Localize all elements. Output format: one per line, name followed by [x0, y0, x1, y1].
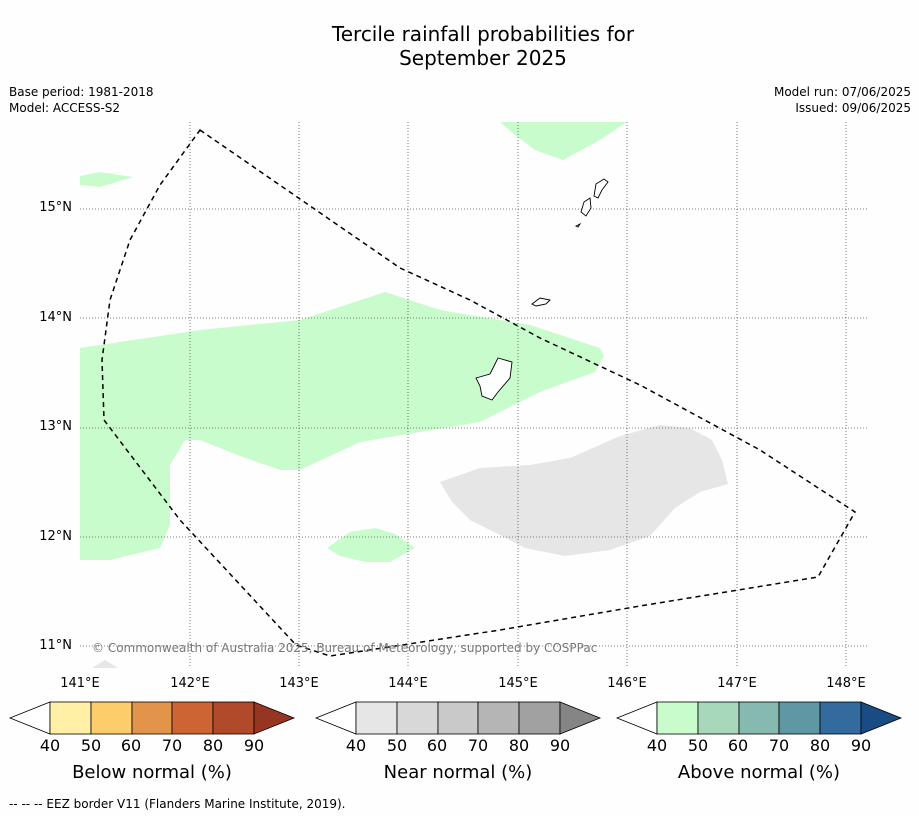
colorbar-above-tick-70: 70: [768, 736, 790, 755]
model-name: Model: ACCESS-S2: [9, 101, 121, 115]
lat-label-15n: 15°N: [39, 200, 72, 215]
aguijan-island: [574, 222, 582, 228]
lon-label-141e: 141°E: [60, 676, 100, 691]
lon-label-144e: 144°E: [388, 676, 428, 691]
lon-label-148e: 148°E: [826, 676, 866, 691]
eez-border: [101, 128, 857, 657]
gridlines: [80, 122, 868, 668]
above-normal-south: [327, 528, 415, 562]
colorbar-above-tick-50: 50: [687, 736, 709, 755]
lon-label-143e: 143°E: [279, 676, 319, 691]
tinian-island: [580, 197, 592, 217]
above-normal-regions: [80, 122, 627, 562]
colorbar-below-tick-50: 50: [80, 736, 102, 755]
model-run: Model run: 07/06/2025: [773, 85, 911, 99]
rota-island: [531, 297, 551, 307]
lat-label-11n: 11°N: [39, 638, 72, 653]
colorbar-below-tick-80: 80: [202, 736, 224, 755]
title-line-1: Tercile rainfall probabilities for: [331, 22, 635, 46]
colorbar-above-tick-60: 60: [727, 736, 749, 755]
issued-date: Issued: 09/06/2025: [795, 101, 911, 115]
colorbar-near-tick-70: 70: [467, 736, 489, 755]
colorbar-near-tick-40: 40: [345, 736, 367, 755]
colorbar-below-tick-70: 70: [161, 736, 183, 755]
eez-footnote: -- -- -- EEZ border V11 (Flanders Marine…: [9, 797, 346, 811]
colorbar-below-tick-40: 40: [39, 736, 61, 755]
above-normal-west-islet: [80, 172, 133, 187]
chart-title: Tercile rainfall probabilities for Septe…: [250, 22, 716, 70]
lon-label-142e: 142°E: [170, 676, 210, 691]
colorbar-near-tick-60: 60: [426, 736, 448, 755]
title-line-2: September 2025: [399, 46, 567, 70]
guam-island: [475, 357, 513, 401]
colorbar-near-title: Near normal (%): [383, 762, 533, 783]
lat-label-14n: 14°N: [39, 310, 72, 325]
lat-label-12n: 12°N: [39, 529, 72, 544]
meta-left: Base period: 1981-2018 Model: ACCESS-S2: [9, 84, 154, 116]
colorbar-below-title: Below normal (%): [72, 762, 232, 783]
near-normal-main: [440, 425, 728, 556]
colorbar-above-tick-90: 90: [850, 736, 872, 755]
lon-label-146e: 146°E: [607, 676, 647, 691]
lat-label-13n: 13°N: [39, 419, 72, 434]
above-normal-north: [500, 122, 627, 160]
colorbar-above-tick-40: 40: [646, 736, 668, 755]
base-period: Base period: 1981-2018: [9, 85, 154, 99]
lon-label-145e: 145°E: [498, 676, 538, 691]
colorbar-near-tick-50: 50: [386, 736, 408, 755]
colorbar-above-title: Above normal (%): [677, 762, 841, 783]
islands: [475, 178, 609, 401]
meta-right: Model run: 07/06/2025 Issued: 09/06/2025: [774, 84, 911, 116]
copyright-note: © Commonwealth of Australia 2025, Bureau…: [92, 641, 598, 655]
colorbar-below-tick-60: 60: [120, 736, 142, 755]
colorbar-below-tick-90: 90: [243, 736, 265, 755]
lon-label-147e: 147°E: [717, 676, 757, 691]
colorbar-near-tick-80: 80: [508, 736, 530, 755]
near-normal-corner: [92, 660, 118, 668]
saipan-island: [593, 178, 609, 199]
above-normal-main: [80, 292, 604, 560]
colorbar-near-tick-90: 90: [549, 736, 571, 755]
near-normal-regions: [92, 425, 728, 668]
colorbar-above-tick-80: 80: [809, 736, 831, 755]
